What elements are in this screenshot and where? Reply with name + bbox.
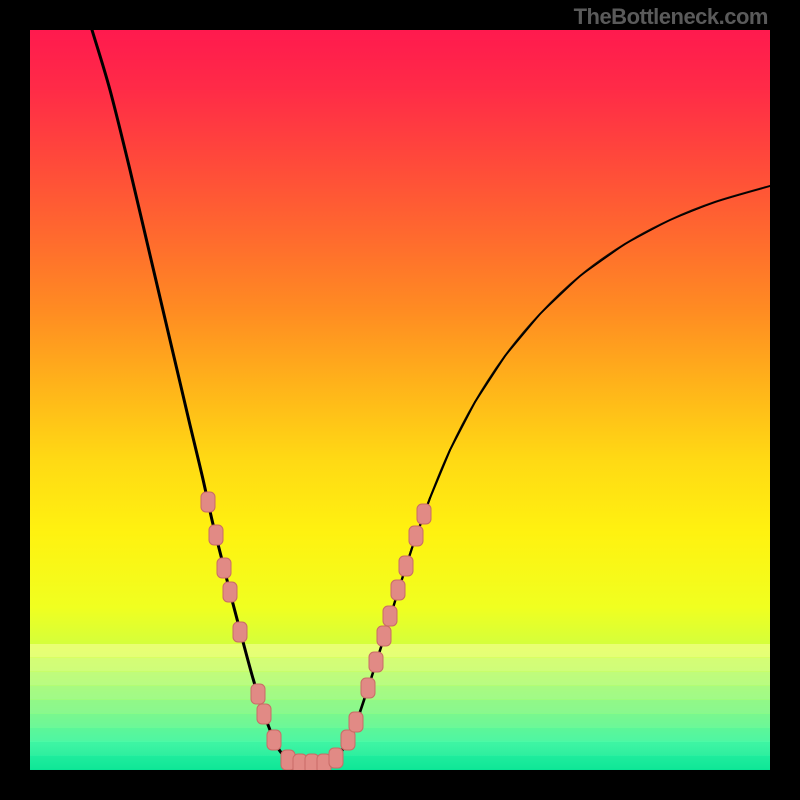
bottom-stripe <box>30 686 770 700</box>
bottom-stripe <box>30 742 770 756</box>
chart-svg <box>30 30 770 770</box>
curve-marker <box>377 626 391 646</box>
bottom-stripe <box>30 672 770 686</box>
curve-marker <box>361 678 375 698</box>
curve-marker <box>251 684 265 704</box>
curve-marker <box>341 730 355 750</box>
bottom-stripe <box>30 700 770 714</box>
plot-area <box>30 30 770 770</box>
bottom-stripe <box>30 728 770 742</box>
bottom-stripe <box>30 658 770 672</box>
curve-marker <box>217 558 231 578</box>
curve-marker <box>233 622 247 642</box>
curve-marker <box>223 582 237 602</box>
chart-frame: TheBottleneck.com <box>0 0 800 800</box>
curve-marker <box>417 504 431 524</box>
curve-marker <box>201 492 215 512</box>
curve-marker <box>349 712 363 732</box>
bottom-stripe <box>30 756 770 770</box>
curve-marker <box>369 652 383 672</box>
curve-marker <box>399 556 413 576</box>
curve-marker <box>383 606 397 626</box>
bottom-stripe <box>30 644 770 658</box>
curve-marker <box>209 525 223 545</box>
bottom-stripe <box>30 714 770 728</box>
curve-marker <box>329 748 343 768</box>
watermark-text: TheBottleneck.com <box>574 4 768 30</box>
curve-marker <box>391 580 405 600</box>
curve-marker <box>257 704 271 724</box>
curve-marker <box>409 526 423 546</box>
curve-marker <box>267 730 281 750</box>
